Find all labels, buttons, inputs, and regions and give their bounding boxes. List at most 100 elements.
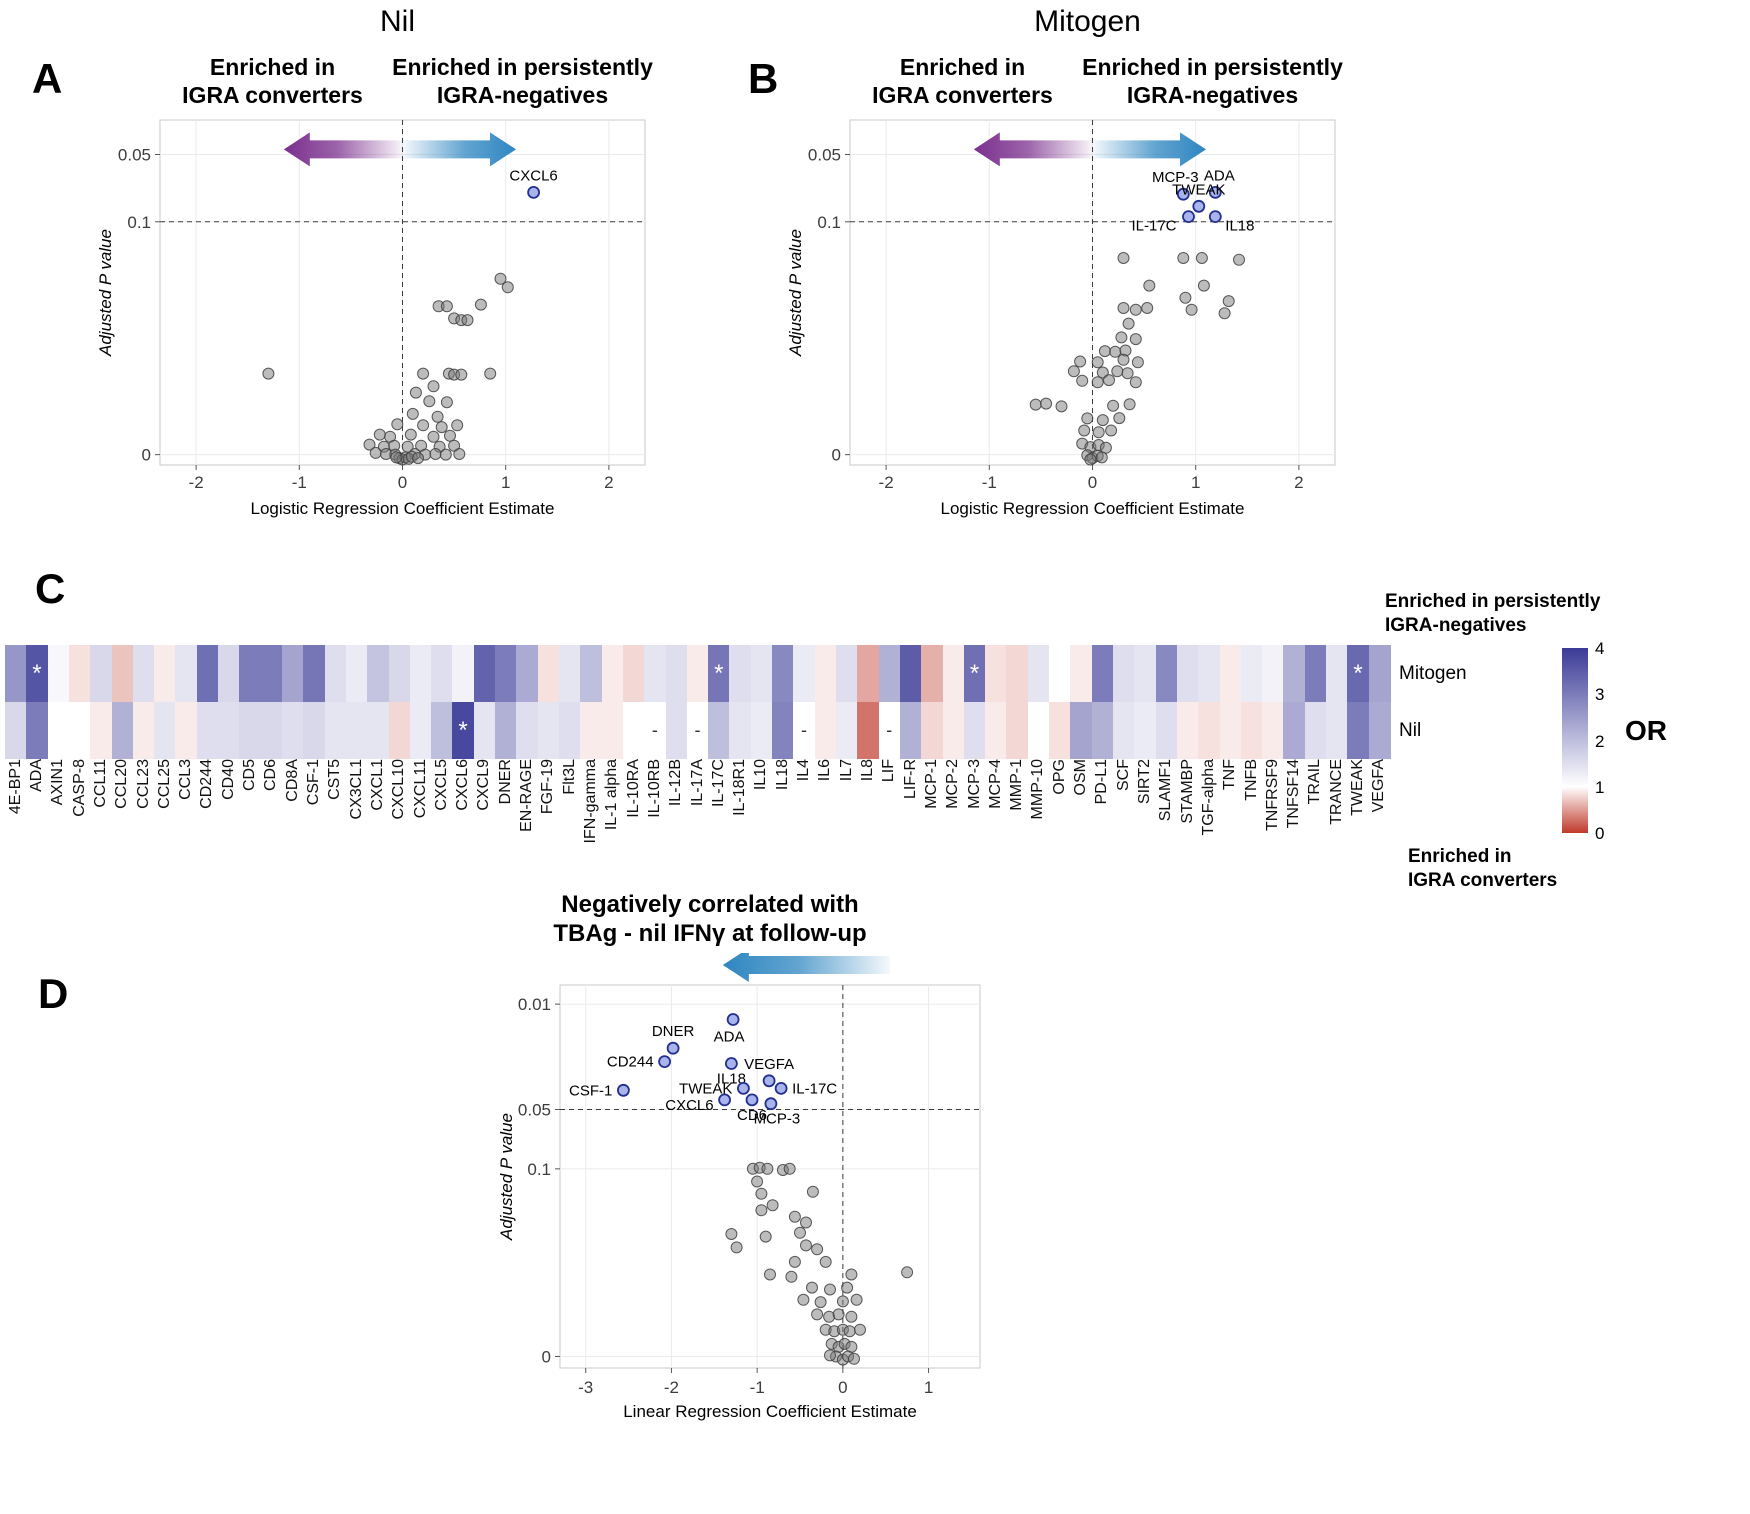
data-point (1105, 424, 1118, 437)
heatmap-cell (26, 702, 49, 759)
heatmap-col-label: CXCL1 (368, 759, 386, 811)
heatmap-cell (1006, 702, 1029, 759)
heatmap-cell (345, 645, 368, 702)
heatmap-cell (154, 645, 177, 702)
point-label: CXCL6 (665, 1097, 713, 1114)
data-point (427, 380, 440, 393)
data-point (1218, 307, 1231, 320)
heatmap-cell (409, 645, 432, 702)
heatmap-col-label: 4E-BP1 (6, 759, 24, 815)
data-point (444, 429, 456, 442)
data-point (431, 410, 444, 423)
heatmap-col-label: PD-L1 (1093, 759, 1111, 805)
x-tick-label: 0 (398, 473, 407, 492)
heatmap-cell (218, 645, 240, 702)
data-point (1076, 374, 1089, 387)
heatmap-cell (708, 702, 731, 759)
heatmap-col-label: IL6 (816, 759, 834, 782)
highlighted-point (527, 186, 541, 199)
heatmap-cell (495, 702, 517, 759)
data-point (1129, 333, 1142, 346)
heatmap-col-label: TNF (1221, 759, 1239, 791)
point-label: CXCL6 (509, 167, 557, 184)
heatmap-cell (1219, 645, 1242, 702)
heatmap-col-label: OSM (1072, 759, 1090, 796)
heatmap-col-label: IL-18R1 (731, 759, 749, 816)
data-point (427, 430, 440, 443)
data-point (1121, 367, 1134, 380)
heatmap-col-label: IL4 (795, 759, 813, 782)
data-point (806, 1281, 818, 1294)
heatmap-col-label: IFN-gamma (581, 759, 599, 844)
panel-c-letter: C (35, 565, 66, 612)
heatmap-cell (260, 702, 283, 759)
data-point (1040, 397, 1053, 410)
heatmap-cell (47, 645, 70, 702)
heatmap-cell (686, 702, 709, 759)
data-point (439, 448, 452, 461)
heatmap-cell (239, 645, 262, 702)
x-tick-label: -1 (292, 473, 307, 492)
data-point (794, 1226, 806, 1239)
heatmap-cell (68, 645, 91, 702)
heatmap-col-label: TNFB (1242, 759, 1260, 801)
heatmap-cell (26, 645, 49, 702)
heatmap-cell (963, 645, 986, 702)
heatmap-cell (68, 702, 91, 759)
highlighted-point (724, 1057, 738, 1070)
heatmap-col-label: IL-17A (688, 759, 706, 807)
heatmap-col-label: CD6 (262, 759, 280, 792)
heatmap-cell (1134, 702, 1157, 759)
highlighted-point (774, 1081, 788, 1095)
heatmap-cell (1176, 702, 1199, 759)
heatmap-cell (516, 645, 539, 702)
panel-d-title: Negatively correlated with TBAg - nil IF… (553, 891, 867, 948)
highlighted-point (736, 1081, 750, 1095)
data-point (474, 298, 487, 311)
y-tick-label: 0.1 (817, 213, 841, 232)
heatmap-cell (1176, 645, 1199, 702)
data-point (1123, 398, 1136, 411)
data-point (806, 1185, 819, 1198)
panel-b-letter: B (748, 55, 779, 102)
plot-area (559, 984, 981, 1369)
y-tick-label: 0.1 (527, 1160, 551, 1179)
data-point (417, 367, 430, 380)
heatmap-cell (90, 645, 113, 702)
heatmap-col-label: CD5 (241, 759, 259, 792)
heatmap-cell (985, 645, 1008, 702)
heatmap-cell (452, 702, 475, 759)
data-point (755, 1187, 768, 1200)
highlighted-point (745, 1093, 759, 1107)
heatmap-cell (537, 645, 560, 702)
heatmap-cell (963, 702, 986, 759)
heatmap-cell (580, 702, 603, 759)
legend-tick-label: 1 (1595, 777, 1605, 797)
data-point (440, 300, 453, 313)
y-axis-label: Adjusted P value (96, 229, 115, 357)
data-point (824, 1349, 836, 1362)
heatmap-cell (708, 645, 731, 702)
data-point (788, 1255, 801, 1268)
heatmap-cell (1304, 645, 1327, 702)
heatmap-col-label: TNFSF14 (1285, 759, 1303, 829)
heatmap-col-label: CD244 (198, 759, 216, 809)
panel-a-title: Nil (380, 5, 415, 38)
heatmap-cell (665, 702, 688, 759)
panel-d: Negatively correlated with TBAg - nil IF… (420, 885, 1000, 1465)
panel-a-left-header: Enriched in IGRA converters (182, 54, 363, 109)
x-tick-label: 2 (604, 473, 613, 492)
heatmap-col-label: SCF (1114, 759, 1132, 791)
data-point (501, 281, 514, 294)
data-point (409, 386, 422, 399)
heatmap-cell (1347, 702, 1370, 759)
heatmap-cell (899, 702, 922, 759)
point-label: IL18 (1225, 218, 1254, 235)
heatmap-cell (644, 702, 667, 759)
heatmap-cell (303, 702, 326, 759)
heatmap-col-label: AXIN1 (49, 759, 67, 806)
heatmap-cell (559, 702, 581, 759)
y-tick-label: 0 (832, 446, 841, 465)
legend-top-label: Enriched in persistently IGRA-negatives (1385, 591, 1601, 636)
data-point (1141, 302, 1154, 314)
